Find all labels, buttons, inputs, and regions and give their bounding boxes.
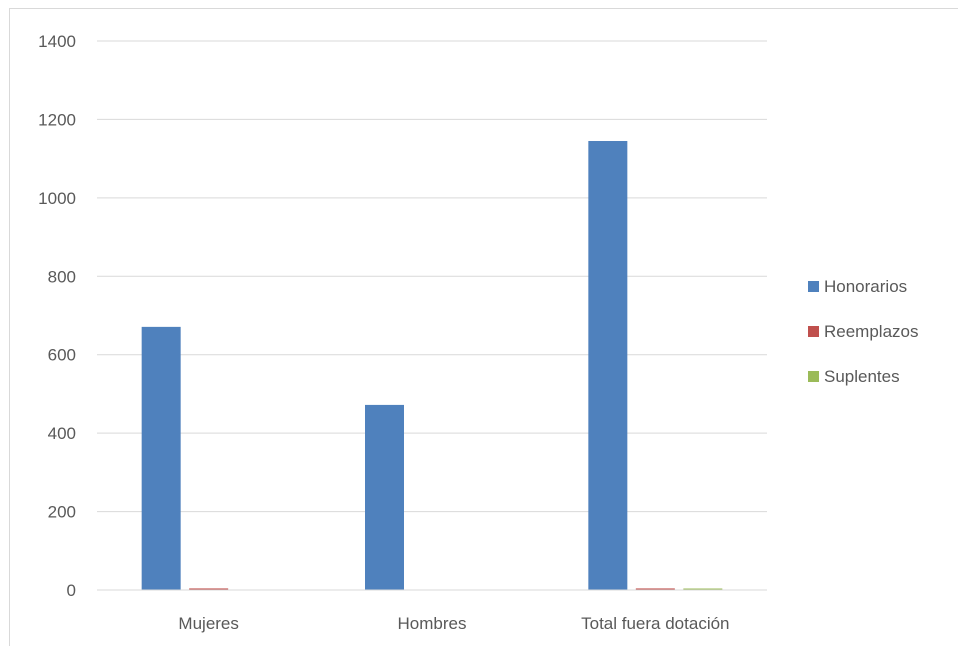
bars	[141, 140, 723, 590]
bar-reemplazos-0	[189, 588, 229, 590]
frame-border-left	[9, 8, 10, 646]
legend-swatch-reemplazos	[808, 326, 819, 337]
y-axis-tick-labels: 0 200 400 600 800 1000 1200 1400	[38, 32, 76, 600]
legend-swatch-suplentes	[808, 371, 819, 382]
y-tick-label: 0	[67, 581, 76, 600]
y-tick-label: 1000	[38, 189, 76, 208]
bar-reemplazos-2	[635, 588, 675, 590]
gridlines	[97, 40, 767, 513]
y-tick-label: 200	[48, 503, 76, 522]
legend: Honorarios Reemplazos Suplentes	[808, 274, 919, 409]
bar-suplentes-2	[683, 588, 723, 590]
y-tick-label: 1200	[38, 110, 76, 129]
legend-swatch-honorarios	[808, 281, 819, 292]
x-axis-category-labels: Mujeres Hombres Total fuera dotación	[178, 614, 729, 633]
legend-item-suplentes: Suplentes	[808, 364, 919, 389]
y-tick-label: 1400	[38, 32, 76, 51]
legend-item-honorarios: Honorarios	[808, 274, 919, 299]
bar-honorarios-1	[365, 404, 404, 590]
y-tick-label: 400	[48, 424, 76, 443]
bar-honorarios-2	[588, 140, 628, 590]
legend-label-suplentes: Suplentes	[824, 366, 900, 386]
bar-honorarios-0	[141, 326, 181, 590]
legend-item-reemplazos: Reemplazos	[808, 319, 919, 344]
legend-label-reemplazos: Reemplazos	[824, 321, 919, 341]
x-category-label: Mujeres	[178, 614, 238, 633]
x-category-label: Hombres	[398, 614, 467, 633]
frame-border-top	[10, 8, 958, 9]
x-category-label: Total fuera dotación	[581, 614, 729, 633]
y-tick-label: 800	[48, 267, 76, 286]
legend-label-honorarios: Honorarios	[824, 276, 908, 296]
y-tick-label: 600	[48, 346, 76, 365]
